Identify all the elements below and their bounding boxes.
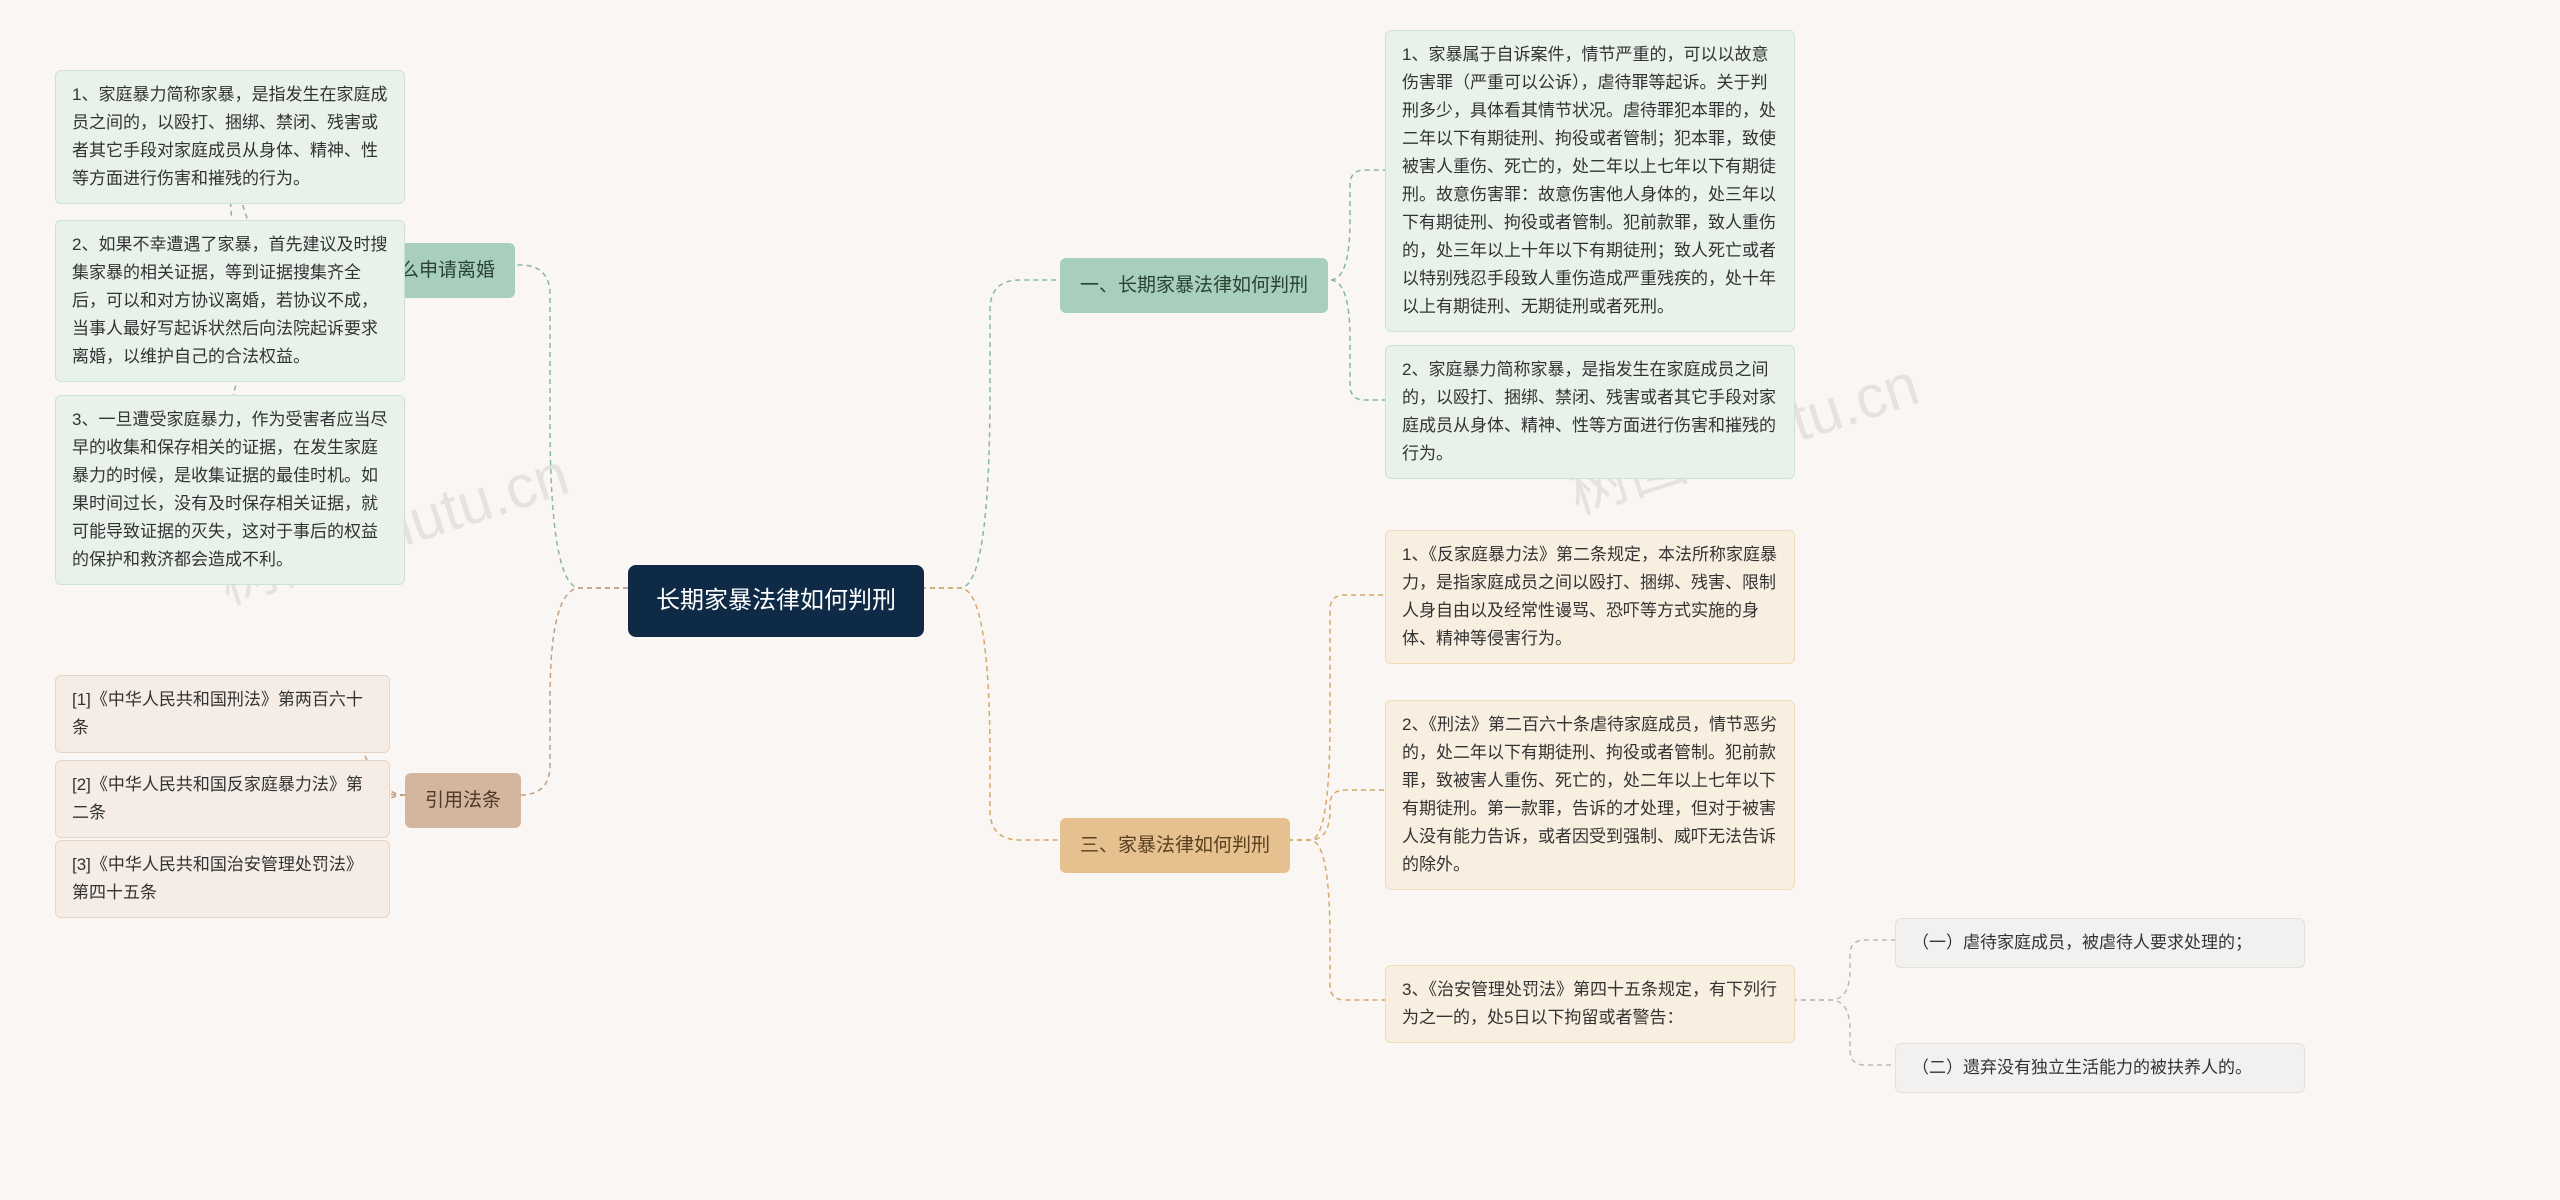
branch-2-item-2: 2、如果不幸遭遇了家暴，首先建议及时搜集家暴的相关证据，等到证据搜集齐全后，可以… (55, 220, 405, 382)
branch-4-title: 引用法条 (405, 773, 521, 828)
branch-3-sub-1: （一）虐待家庭成员，被虐待人要求处理的； (1895, 918, 2305, 968)
branch-3-sub-2: （二）遗弃没有独立生活能力的被扶养人的。 (1895, 1043, 2305, 1093)
branch-1-title: 一、长期家暴法律如何判刑 (1060, 258, 1328, 313)
branch-1-item-2: 2、家庭暴力简称家暴，是指发生在家庭成员之间的，以殴打、捆绑、禁闭、残害或者其它… (1385, 345, 1795, 479)
branch-4-item-1: [1]《中华人民共和国刑法》第两百六十条 (55, 675, 390, 753)
branch-3-title: 三、家暴法律如何判刑 (1060, 818, 1290, 873)
branch-4-item-3: [3]《中华人民共和国治安管理处罚法》第四十五条 (55, 840, 390, 918)
branch-2-item-3: 3、一旦遭受家庭暴力，作为受害者应当尽早的收集和保存相关的证据，在发生家庭暴力的… (55, 395, 405, 585)
branch-3-item-1: 1、《反家庭暴力法》第二条规定，本法所称家庭暴力，是指家庭成员之间以殴打、捆绑、… (1385, 530, 1795, 664)
branch-4-item-2: [2]《中华人民共和国反家庭暴力法》第二条 (55, 760, 390, 838)
branch-1-item-1: 1、家暴属于自诉案件，情节严重的，可以以故意伤害罪（严重可以公诉），虐待罪等起诉… (1385, 30, 1795, 332)
branch-2-item-1: 1、家庭暴力简称家暴，是指发生在家庭成员之间的，以殴打、捆绑、禁闭、残害或者其它… (55, 70, 405, 204)
branch-3-item-3: 3、《治安管理处罚法》第四十五条规定，有下列行为之一的，处5日以下拘留或者警告： (1385, 965, 1795, 1043)
root-node: 长期家暴法律如何判刑 (628, 565, 924, 637)
branch-3-item-2: 2、《刑法》第二百六十条虐待家庭成员，情节恶劣的，处二年以下有期徒刑、拘役或者管… (1385, 700, 1795, 890)
